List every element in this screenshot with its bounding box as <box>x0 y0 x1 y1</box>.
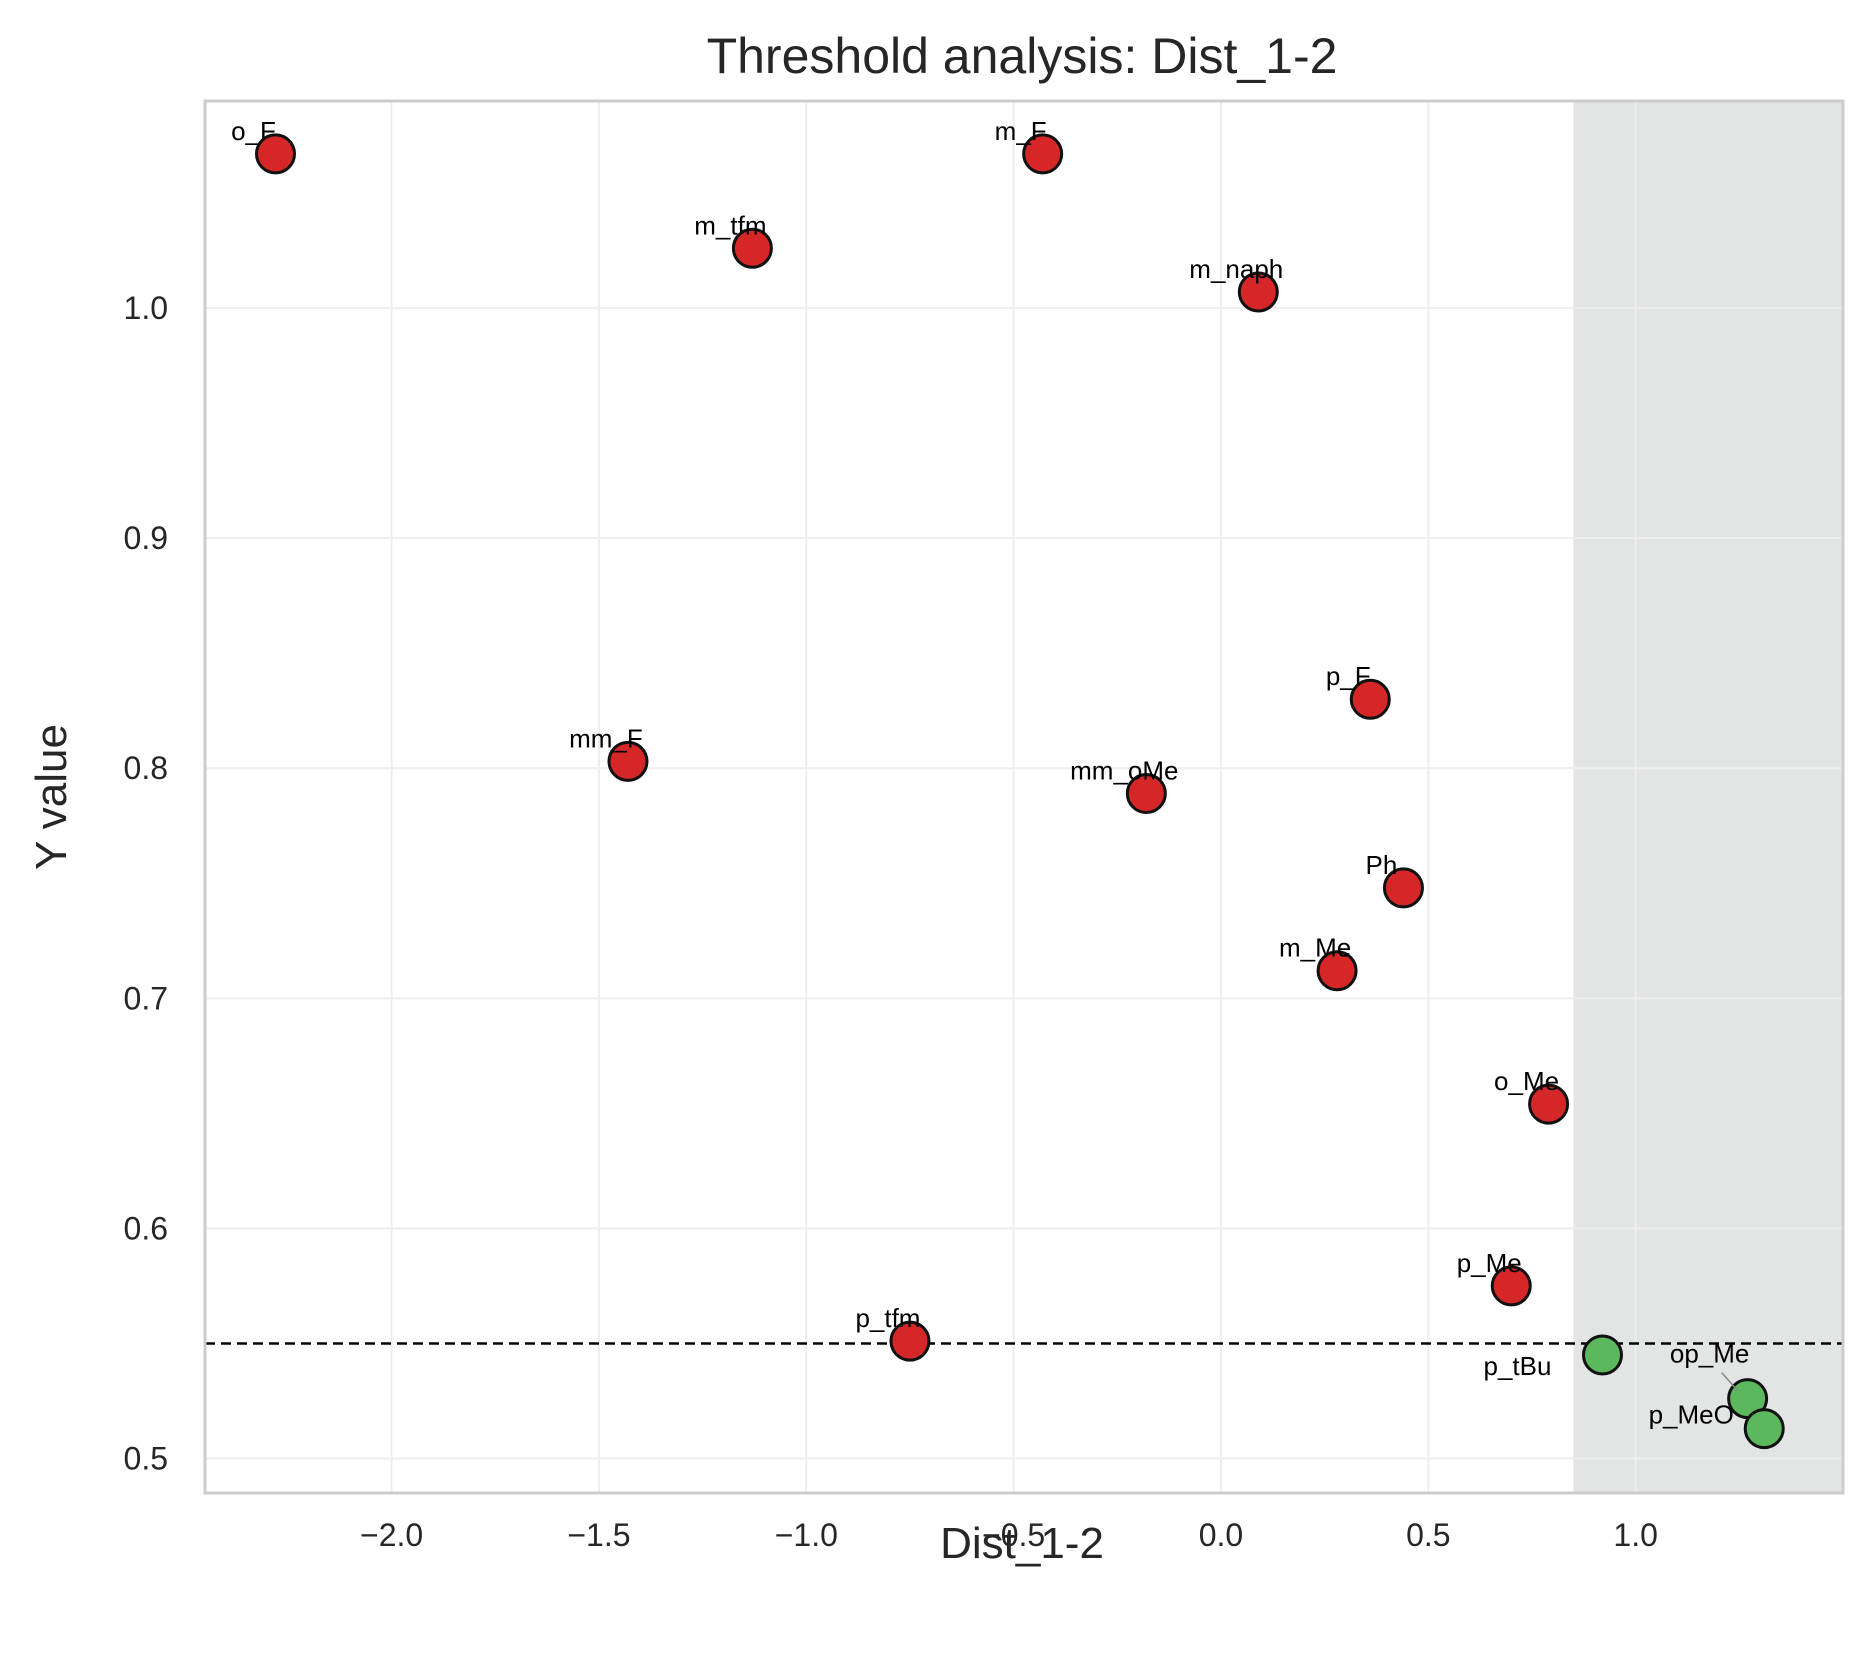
x-tick-label: −1.0 <box>775 1517 838 1553</box>
y-tick-label: 0.6 <box>124 1210 168 1246</box>
point-label-m-naph: m_naph <box>1189 254 1283 284</box>
data-point-p-f <box>1349 678 1391 720</box>
x-tick-label: 0.5 <box>1406 1517 1450 1553</box>
y-tick-label: 0.9 <box>124 520 168 556</box>
point-label-o-me: o_Me <box>1494 1066 1559 1096</box>
x-tick-label: −2.0 <box>360 1517 423 1553</box>
data-points <box>254 133 1785 1450</box>
point-label-m-tfm: m_tfm <box>694 210 766 240</box>
data-point-o-me <box>1528 1083 1570 1125</box>
x-tick-label: 0.0 <box>1199 1517 1243 1553</box>
point-labels: o_F m_F m_tfm m_naph p_F mm_F mm_oMe Ph m_Me o_Me… <box>231 116 1749 1430</box>
point-label-m-f: m_F <box>995 116 1047 146</box>
shaded-region <box>1573 101 1843 1493</box>
point-label-op-me: op_Me <box>1670 1339 1750 1369</box>
data-point-mm-f <box>607 740 649 782</box>
point-label-ph: Ph <box>1366 850 1398 880</box>
data-point-m-me <box>1316 950 1358 992</box>
x-axis-title: Dist_1-2 <box>940 1519 1104 1568</box>
y-tick-label: 0.7 <box>124 980 168 1016</box>
point-label-p-tfm: p_tfm <box>855 1303 920 1333</box>
data-point-p-tfm <box>889 1320 931 1362</box>
point-label-m-me: m_Me <box>1279 933 1351 963</box>
y-tick-labels: 0.5 0.6 0.7 0.8 0.9 1.0 <box>124 290 168 1476</box>
data-point-mm-ome <box>1125 773 1167 815</box>
y-axis-title: Y value <box>27 724 76 870</box>
threshold-shaded-region-group <box>1573 101 1843 1493</box>
data-point-p-me <box>1490 1265 1532 1307</box>
label-leader-line <box>1721 1372 1739 1392</box>
chart-title: Threshold analysis: Dist_1-2 <box>707 28 1338 84</box>
data-point-m-naph <box>1237 271 1279 313</box>
data-point-p-meo <box>1743 1408 1785 1450</box>
data-point-p-tbu <box>1581 1334 1623 1376</box>
point-label-o-f: o_F <box>231 116 276 146</box>
data-point-m-f <box>1022 133 1064 175</box>
y-tick-label: 1.0 <box>124 290 168 326</box>
x-tick-label: 1.0 <box>1613 1517 1657 1553</box>
data-point-m-tfm <box>731 227 773 269</box>
point-label-mm-f: mm_F <box>569 723 643 753</box>
point-label-p-tbu: p_tBu <box>1484 1351 1552 1381</box>
point-label-p-f: p_F <box>1326 661 1371 691</box>
data-point-o-f <box>254 133 296 175</box>
point-label-p-meo: p_MeO <box>1649 1400 1734 1430</box>
plot-frame <box>203 99 1845 1495</box>
y-tick-label: 0.5 <box>124 1440 168 1476</box>
x-tick-label: −1.5 <box>567 1517 630 1553</box>
x-tick-label: −0.5 <box>982 1517 1045 1553</box>
data-point-ph <box>1382 867 1424 909</box>
point-label-p-me: p_Me <box>1457 1248 1522 1278</box>
point-label-mm-ome: mm_oMe <box>1070 756 1178 786</box>
grid-lines <box>205 101 1843 1493</box>
y-tick-label: 0.8 <box>124 750 168 786</box>
x-tick-labels: −2.0 −1.5 −1.0 −0.5 0.0 0.5 1.0 <box>360 1517 1658 1553</box>
